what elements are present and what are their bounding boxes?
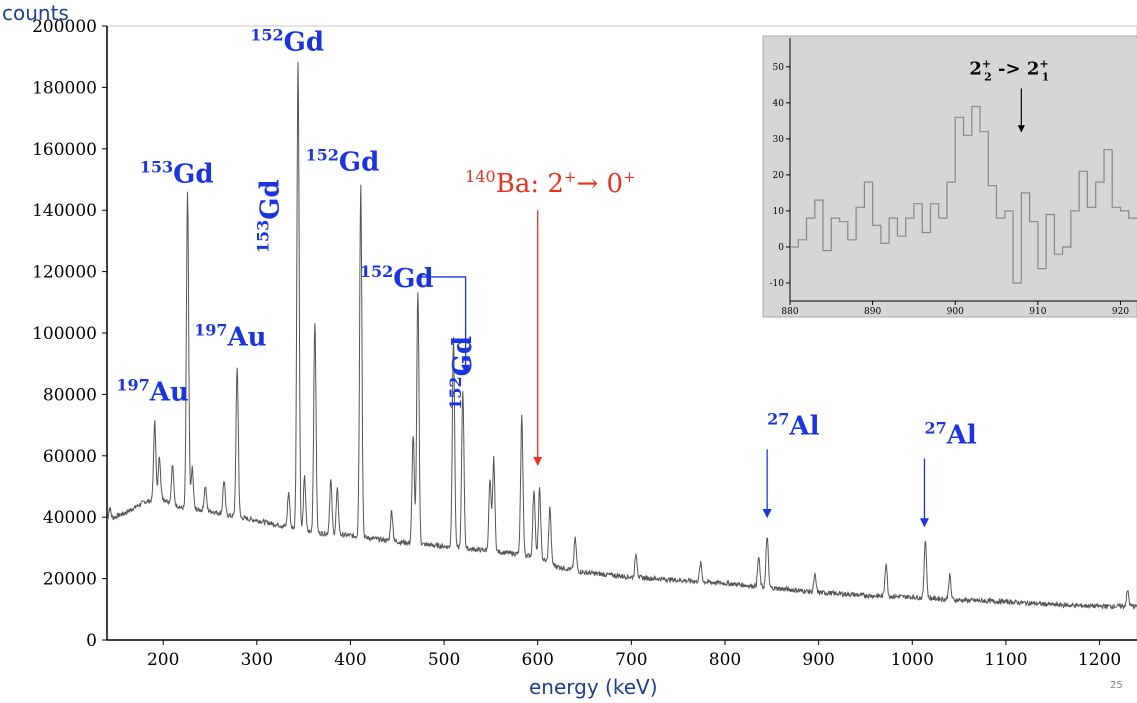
peak-label-text: 197Au	[194, 320, 267, 352]
inset-y-tick-label: 0	[778, 243, 784, 253]
y-tick-label: 0	[86, 631, 97, 651]
inset-y-tick-label: 50	[773, 63, 785, 73]
peak-label-gd: 153Gd	[253, 179, 285, 253]
spectrum-series-line	[106, 61, 1137, 611]
y-tick-label: 20000	[43, 570, 97, 590]
peak-label-text: 27Al	[767, 409, 819, 441]
peak-label-text: 153Gd	[253, 179, 285, 253]
x-tick-label: 1000	[891, 650, 934, 670]
inset-x-tick-label: 920	[1112, 307, 1129, 317]
peak-label-gd: 152Gd	[306, 145, 380, 177]
inset-transition-label: 2+ 2 -> 2+ 1	[969, 57, 1049, 133]
peak-label-gd: 153Gd	[140, 158, 214, 190]
inset-plot: -10 0 10 20 30 40 50 880 890 900 910 920 2+ 2 -> 2+…	[762, 35, 1137, 318]
y-tick-label: 180000	[32, 78, 97, 98]
peak-label-gd: 152Gd	[446, 336, 478, 410]
inset-y-ticks: -10 0 10 20 30 40 50	[770, 63, 790, 289]
peak-label-text: 152Gd	[446, 336, 478, 410]
peak-label-al: 27Al	[919, 419, 977, 528]
y-tick-label: 100000	[32, 324, 97, 344]
y-tick-label: 200000	[32, 17, 97, 37]
y-axis-title: counts	[2, 1, 69, 25]
x-tick-label: 500	[428, 650, 460, 670]
inset-x-tick-label: 910	[1029, 307, 1046, 317]
x-tick-label: 300	[241, 650, 273, 670]
peak-label-au: 197Au	[116, 376, 189, 408]
peak-label-text: 152Gd	[306, 145, 380, 177]
y-ticks: 0 20000 40000 60000 80000 100000 120000 140000 1…	[32, 17, 107, 651]
y-tick-label: 60000	[43, 447, 97, 467]
inset-x-tick-label: 880	[781, 307, 798, 317]
peak-label-gd: 152Gd	[250, 26, 324, 58]
peak-arrow	[417, 276, 471, 374]
peak-label-text: 153Gd	[140, 158, 214, 190]
x-tick-label: 800	[709, 650, 741, 670]
inset-y-tick-label: 30	[773, 135, 785, 145]
peak-label-text: 152Gd	[360, 262, 434, 294]
inset-y-tick-label: 10	[773, 207, 785, 217]
peak-label-text: 27Al	[924, 419, 976, 451]
ba-label-text: 140Ba: 2+→ 0+	[465, 167, 635, 199]
peak-label-al: 27Al	[762, 409, 820, 519]
inset-y-tick-label: 20	[773, 171, 785, 181]
x-axis-title: energy (keV)	[529, 675, 658, 699]
peak-label-text: 152Gd	[250, 26, 324, 58]
peak-label-gd: 152Gd	[360, 262, 471, 374]
inset-plot-area	[790, 38, 1137, 301]
inset-x-tick-label: 900	[947, 307, 964, 317]
corner-text: 25	[1110, 680, 1123, 691]
x-tick-label: 400	[334, 650, 366, 670]
inset-series-line	[790, 105, 1137, 284]
y-tick-label: 140000	[32, 201, 97, 221]
x-tick-label: 600	[522, 650, 554, 670]
x-tick-label: 700	[615, 650, 647, 670]
inset-y-tick-label: -10	[770, 279, 785, 289]
inset-label-text: 2+ 2 -> 2+ 1	[969, 57, 1049, 83]
x-tick-label: 900	[802, 650, 834, 670]
x-tick-label: 200	[147, 650, 179, 670]
y-tick-label: 160000	[32, 140, 97, 160]
x-tick-label: 1200	[1078, 650, 1121, 670]
ba-transition-label: 140Ba: 2+→ 0+	[465, 167, 636, 466]
peak-label-au: 197Au	[194, 320, 267, 352]
inset-y-tick-label: 40	[773, 99, 785, 109]
y-tick-label: 40000	[43, 508, 97, 528]
y-tick-label: 80000	[43, 385, 97, 405]
y-tick-label: 120000	[32, 263, 97, 283]
x-ticks: 200 300 400 500 600 700 800 900 1000 1100 1200	[147, 640, 1121, 670]
inset-x-tick-label: 890	[864, 307, 881, 317]
inset-x-ticks: 880 890 900 910 920	[781, 301, 1129, 317]
x-tick-label: 1100	[984, 650, 1027, 670]
peak-label-text: 197Au	[116, 376, 189, 408]
